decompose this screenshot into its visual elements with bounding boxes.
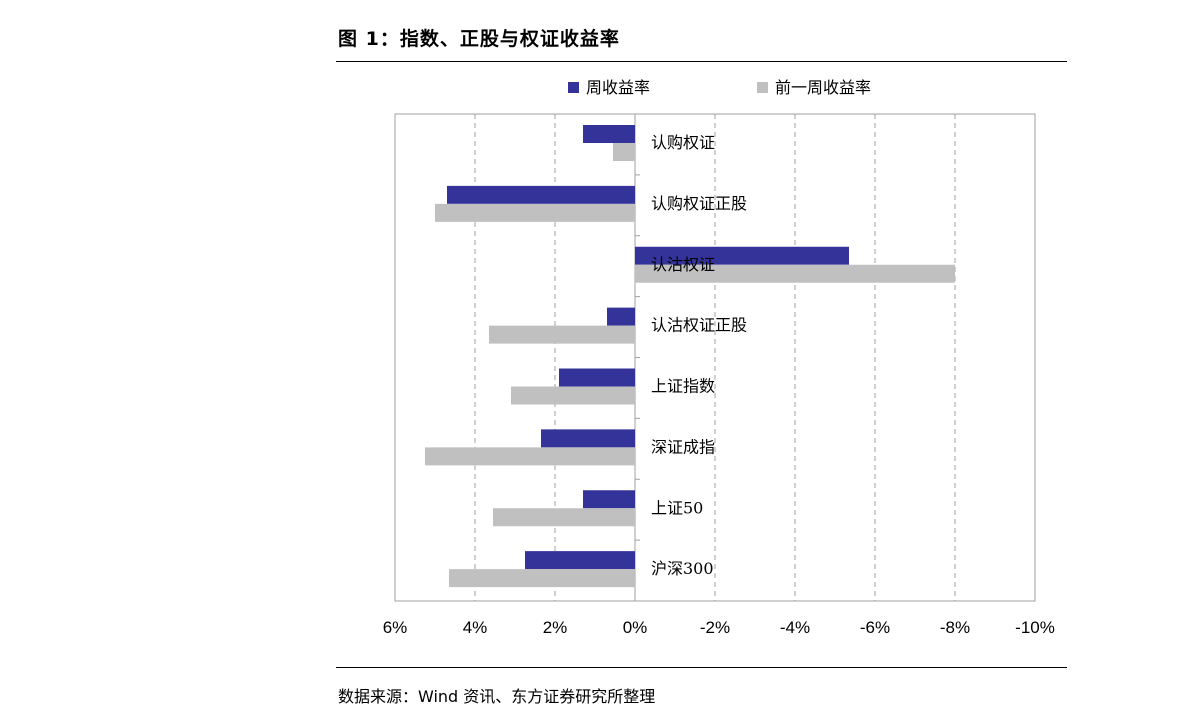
- x-tick-label: -2%: [700, 618, 730, 637]
- x-tick-labels: 6% 4% 2% 0% -2% -4% -6% -8% -10%: [383, 618, 1055, 637]
- bar-previous: [449, 569, 635, 588]
- bar-previous: [425, 447, 635, 466]
- bar-current: [559, 368, 635, 387]
- category-label: 认沽权证正股: [651, 316, 747, 335]
- bar-previous: [493, 508, 635, 527]
- legend-label: 周收益率: [586, 78, 650, 97]
- x-tick-label: 2%: [543, 618, 568, 637]
- figure-title: 图 1：指数、正股与权证收益率: [338, 28, 620, 50]
- bar-previous: [613, 143, 635, 161]
- bar-current: [447, 185, 635, 204]
- x-tick-label: 0%: [623, 618, 648, 637]
- bars: [425, 125, 955, 588]
- legend-label: 前一周收益率: [775, 78, 871, 97]
- x-tick-label: 6%: [383, 618, 408, 637]
- x-tick-label: 4%: [463, 618, 488, 637]
- legend-swatch: [757, 82, 768, 93]
- bar-current: [525, 551, 635, 570]
- bar-current: [541, 429, 635, 448]
- category-label: 上证指数: [651, 377, 715, 396]
- source-note: 数据来源：Wind 资讯、东方证券研究所整理: [338, 687, 656, 706]
- plot-frame: [394, 113, 1036, 602]
- bar-previous: [489, 325, 635, 344]
- bar-previous: [511, 386, 635, 405]
- legend: 周收益率 前一周收益率: [568, 78, 871, 97]
- x-tick-label: -6%: [860, 618, 890, 637]
- bar-current: [635, 246, 849, 265]
- bar-previous: [635, 264, 955, 283]
- bar-current: [583, 125, 635, 143]
- category-label: 认购权证正股: [651, 194, 747, 213]
- bottom-rule: [336, 667, 1067, 668]
- x-tick-label: -10%: [1015, 618, 1055, 637]
- top-rule: [336, 61, 1067, 62]
- bar-current: [583, 490, 635, 509]
- legend-swatch: [568, 82, 579, 93]
- x-tick-label: -4%: [780, 618, 810, 637]
- category-label: 沪深300: [651, 559, 714, 578]
- category-label: 认购权证: [651, 133, 715, 152]
- category-label: 认沽权证: [651, 255, 715, 274]
- bar-current: [607, 307, 635, 326]
- x-tick-label: -8%: [940, 618, 970, 637]
- category-label: 深证成指: [651, 437, 715, 456]
- bar-previous: [435, 203, 635, 222]
- category-label: 上证50: [651, 498, 703, 517]
